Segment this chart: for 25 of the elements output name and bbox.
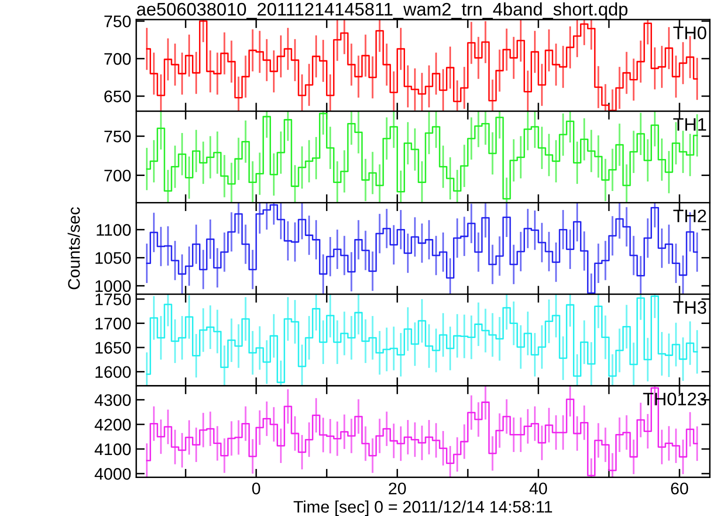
y-tick-label: 4200 bbox=[94, 418, 131, 431]
y-tick-label: 1650 bbox=[96, 342, 131, 354]
chart-title: ae506038010_20111214145811_wam2_trn_4band_short.qdp bbox=[136, 2, 628, 20]
y-tick-label: 1750 bbox=[96, 293, 131, 306]
x-tick-label: 40 bbox=[530, 482, 548, 494]
y-tick-label: 1700 bbox=[96, 318, 131, 330]
y-axis-title: Counts/sec bbox=[68, 207, 80, 290]
y-tick-label: 1600 bbox=[96, 366, 131, 378]
x-tick-label: 20 bbox=[388, 482, 406, 494]
annotation: TH0 bbox=[673, 26, 706, 40]
y-tick-label: 650 bbox=[104, 90, 131, 102]
y-tick-label: 700 bbox=[104, 170, 131, 182]
y-tick-label: 4000 bbox=[94, 468, 131, 480]
y-tick-label: 750 bbox=[104, 16, 131, 28]
y-tick-label: 1100 bbox=[96, 224, 131, 236]
x-tick-label: 0 bbox=[252, 482, 260, 494]
y-tick-label: 1000 bbox=[96, 280, 131, 292]
y-tick-label: 700 bbox=[104, 53, 131, 65]
y-tick-label: 4100 bbox=[94, 443, 131, 456]
annotation: TH3 bbox=[673, 301, 706, 314]
y-tick-label: 4300 bbox=[94, 394, 131, 406]
y-tick-label: 1050 bbox=[96, 252, 131, 264]
x-tick-label: 60 bbox=[671, 482, 688, 494]
y-tick-label: 750 bbox=[104, 130, 131, 142]
x-axis-title: Time [sec] 0 = 2011/12/14 14:58:11 bbox=[294, 500, 552, 516]
